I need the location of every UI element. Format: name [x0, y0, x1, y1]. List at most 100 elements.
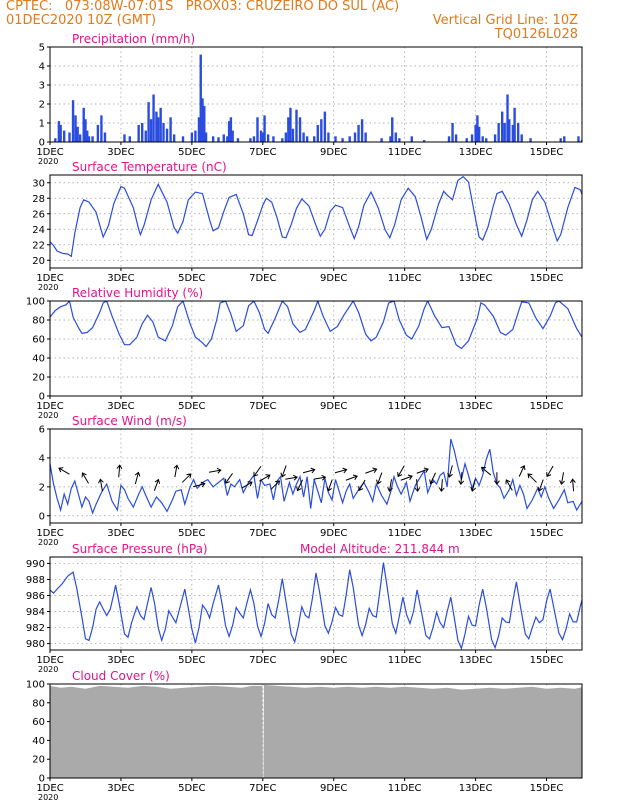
precip-ytick-label: 5 — [39, 43, 45, 54]
wind-arrow-shaft — [358, 479, 366, 491]
wind-arrow — [253, 465, 262, 477]
wind-arrow-shaft — [527, 473, 537, 483]
pres-xtick-label: 1DEC — [36, 655, 63, 666]
pres-xtick-label: 13DEC — [459, 655, 493, 666]
wind-arrow — [470, 479, 476, 492]
precip-bar — [586, 115, 588, 142]
precip-bar — [74, 115, 77, 142]
temp-xtick-label: 15DEC — [530, 273, 564, 284]
precip-bar — [141, 123, 144, 142]
precip-bar — [511, 124, 515, 142]
wind-arrow-head — [253, 471, 259, 477]
rh-ytick-label: 100 — [26, 297, 45, 308]
rh-ytick-label: 20 — [32, 373, 45, 384]
wind-arrow-head — [407, 474, 413, 480]
precip-bar — [222, 134, 225, 142]
precip-bar — [256, 117, 259, 142]
precip-bar — [609, 91, 611, 142]
rh-ytick-label: 60 — [32, 335, 45, 346]
temp-line — [50, 175, 582, 258]
wind-arrow-head — [293, 474, 298, 481]
pres-data — [50, 562, 582, 650]
temp-xtick-label: 13DEC — [459, 273, 493, 284]
pres-ytick-label: 990 — [26, 559, 45, 570]
wind-arrow-shaft — [448, 465, 453, 478]
precip-bar — [197, 117, 201, 142]
wind-xtick-label: 11DEC — [388, 528, 422, 539]
precip-bar — [76, 126, 79, 142]
wind-arrow-shaft — [440, 479, 443, 492]
wind-arrow-head — [352, 474, 358, 480]
rh-ytick-label: 80 — [32, 316, 45, 327]
wind-arrow-head — [216, 467, 222, 474]
wind-arrow-shaft — [253, 465, 262, 477]
temp-ytick-label: 22 — [32, 240, 45, 251]
cloud-ytick-label: 0 — [39, 774, 45, 785]
wind-arrow — [518, 464, 526, 477]
wind-arrow-head — [280, 472, 286, 478]
precip-bar — [137, 124, 140, 142]
precip-bar — [291, 128, 295, 142]
wind-arrow-head — [505, 479, 511, 485]
wind-arrow — [581, 465, 582, 478]
wind-arrow — [416, 467, 429, 474]
rh-xtick-label: 7DEC — [249, 401, 276, 412]
wind-arrow-shaft — [313, 476, 326, 480]
temp-ytick-label: 28 — [32, 194, 45, 205]
precip-bar — [410, 136, 413, 142]
cloud-xtick-label: 5DEC — [178, 783, 205, 794]
wind-arrow — [334, 467, 348, 474]
precip-bar — [357, 124, 360, 142]
wind-arrow-head — [423, 467, 429, 473]
precip-bar — [559, 138, 562, 142]
wind-arrow — [591, 472, 597, 484]
wind-arrow-head — [569, 478, 576, 484]
rh-ytick-label: 0 — [39, 392, 45, 403]
wind-frame — [49, 428, 583, 524]
temp-ytick-label: 20 — [32, 256, 45, 267]
wind-arrow — [280, 465, 287, 478]
wind-arrow-head — [597, 487, 603, 492]
wind-arrow-head — [310, 467, 316, 474]
pres-year-label: 2020 — [38, 665, 58, 674]
precip-bar — [62, 130, 66, 142]
pres-ytick-label: 980 — [26, 639, 45, 650]
wind-ytick-label: 2 — [39, 482, 45, 493]
rh-xtick-label: 3DEC — [107, 401, 134, 412]
precip-bar — [252, 136, 256, 142]
cloud-frame — [49, 683, 583, 779]
precip-bar — [201, 98, 204, 142]
precip-bar — [87, 136, 91, 142]
rh-xtick-label: 1DEC — [36, 401, 63, 412]
wind-line — [50, 438, 582, 515]
wind-arrow-head — [429, 479, 435, 485]
precip-bar — [263, 115, 266, 142]
precip-bar — [169, 117, 172, 142]
wind-arrow-shaft — [82, 472, 89, 484]
precip-bar — [204, 132, 208, 142]
wind-arrow-head — [321, 474, 327, 481]
wind-arrow-head — [480, 466, 486, 472]
precip-bar — [229, 117, 233, 142]
precip-bar — [128, 136, 131, 142]
rh-xtick-label: 15DEC — [530, 401, 564, 412]
precip-bar — [380, 138, 383, 142]
precip-bar — [485, 138, 488, 142]
rh-data — [50, 301, 582, 350]
precip-bar — [231, 130, 234, 142]
precip-data — [54, 54, 611, 142]
wind-arrow — [414, 479, 421, 493]
cloud-area — [50, 684, 582, 778]
wind-xtick-label: 7DEC — [249, 528, 276, 539]
pres-title: Surface Pressure (hPa) — [72, 542, 208, 556]
precip-bar — [272, 136, 275, 142]
wind-arrow — [285, 474, 298, 481]
wind-arrow — [537, 479, 544, 492]
wind-ytick-label: 4 — [39, 453, 45, 464]
precip-bar — [59, 124, 62, 142]
precip-bar — [470, 134, 474, 142]
precip-bar — [583, 134, 585, 142]
wind-arrow — [546, 465, 554, 478]
wind-arrow-shaft — [377, 472, 383, 485]
